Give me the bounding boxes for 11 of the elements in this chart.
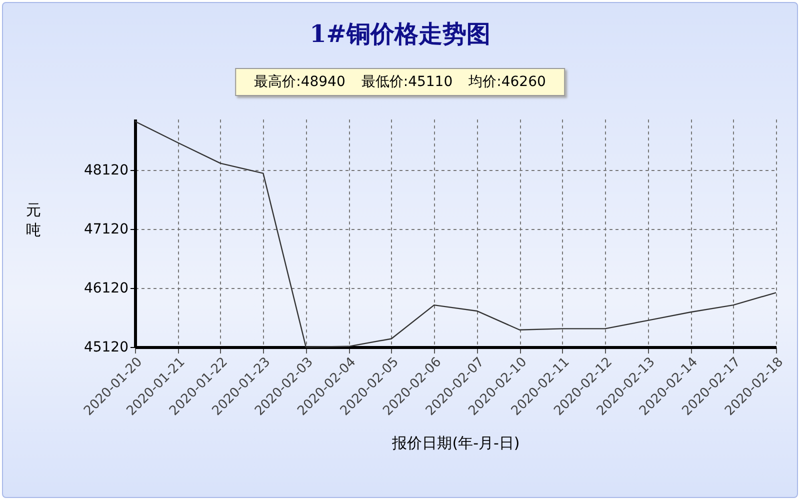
chart-title: 1#铜价格走势图 (308, 18, 492, 50)
y-tick-label: 48120 (84, 162, 128, 178)
text: 最高价:48940 (254, 74, 346, 90)
y-tick-label: 47120 (84, 221, 128, 238)
x-axis-title: 报价日期(年-月-日) (391, 434, 520, 452)
text: 均价:46260 (468, 74, 546, 90)
y-tick-label: 46120 (84, 280, 128, 296)
y-tick-label: 45120 (84, 340, 128, 356)
text: 最低价:45110 (361, 74, 453, 90)
y-axis-title: 元吨 (26, 200, 42, 240)
line-series (134, 120, 777, 348)
